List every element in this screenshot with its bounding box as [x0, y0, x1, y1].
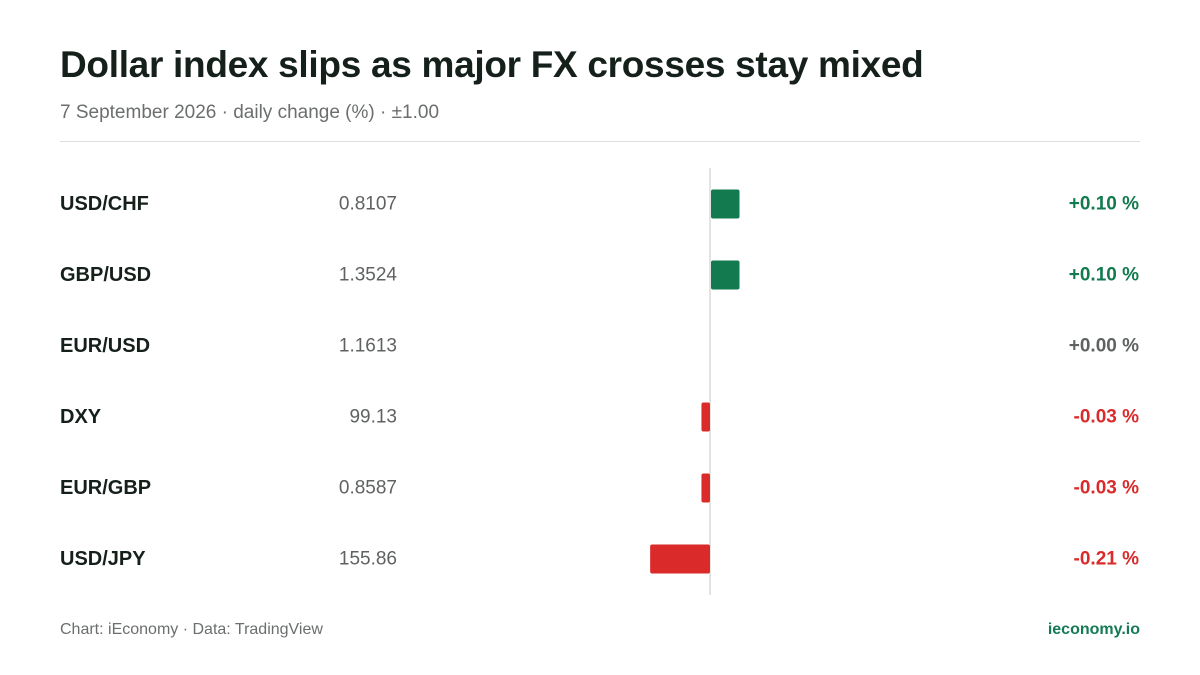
brand-link[interactable]: ieconomy.io [1047, 621, 1140, 638]
price-value: 155.86 [339, 549, 397, 570]
change-bar [650, 544, 710, 574]
header-divider [60, 141, 1140, 142]
change-bar [711, 189, 740, 219]
price-value: 99.13 [349, 407, 397, 428]
price-value: 0.8107 [339, 194, 397, 215]
change-bar [711, 260, 740, 290]
price-value: 1.1613 [339, 336, 397, 357]
change-bar [701, 402, 710, 432]
pair-label: GBP/USD [60, 264, 151, 286]
chart-subtitle: 7 September 2026 · daily change (%) · ±1… [60, 102, 440, 123]
price-value: 1.3524 [339, 265, 398, 286]
pair-label: USD/JPY [60, 548, 146, 570]
change-label: -0.03 % [1074, 478, 1140, 499]
change-label: +0.10 % [1069, 194, 1139, 215]
change-bar [701, 473, 710, 503]
pair-label: EUR/GBP [60, 477, 151, 499]
pair-label: USD/CHF [60, 193, 149, 215]
change-label: -0.21 % [1074, 549, 1140, 570]
change-label: +0.00 % [1069, 336, 1139, 357]
chart-title: Dollar index slips as major FX crosses s… [60, 44, 924, 85]
source-note: Chart: iEconomy · Data: TradingView [60, 621, 323, 638]
change-label: +0.10 % [1069, 265, 1139, 286]
pair-label: EUR/USD [60, 335, 150, 357]
pair-label: DXY [60, 406, 102, 428]
change-label: -0.03 % [1074, 407, 1140, 428]
price-value: 0.8587 [339, 478, 397, 499]
